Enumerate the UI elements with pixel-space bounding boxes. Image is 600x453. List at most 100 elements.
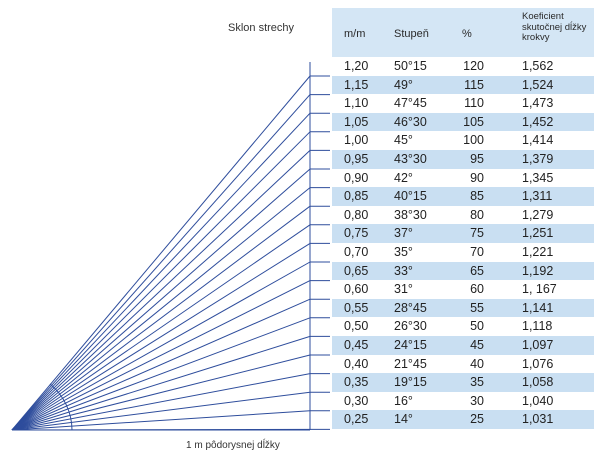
cell-mm: 0,75: [344, 226, 369, 241]
cell-stupen: 21°45: [394, 356, 427, 371]
cell-koeficient: 1,076: [522, 356, 554, 371]
cell-mm: 1,00: [344, 133, 369, 148]
table-header: m/m Stupeň % Koeficient skutočnej dĺžky …: [332, 8, 594, 57]
table-row: 0,90 42° 90 1,345: [332, 169, 594, 188]
table-row: 1,05 46°30 105 1,452: [332, 112, 594, 132]
cell-percent: 100: [463, 133, 484, 148]
table-row: 0,45 24°15 45 1,097: [332, 335, 594, 355]
cell-stupen: 31°: [394, 282, 413, 297]
cell-stupen: 38°30: [394, 207, 427, 222]
slope-ray: [11, 261, 311, 431]
cell-koeficient: 1,279: [522, 207, 554, 222]
cell-mm: 0,85: [344, 189, 369, 204]
cell-koeficient: 1,031: [522, 412, 554, 427]
slope-table: m/m Stupeň % Koeficient skutočnej dĺžky …: [332, 8, 594, 429]
cell-koeficient: 1,118: [522, 319, 553, 334]
slope-ray: [11, 298, 311, 431]
cell-mm: 0,60: [344, 282, 369, 297]
cell-koeficient: 1,379: [522, 151, 554, 166]
table-row: 0,65 33° 65 1,192: [332, 261, 594, 281]
cell-stupen: 16°: [394, 393, 413, 408]
cell-koeficient: 1,414: [522, 133, 554, 148]
cell-percent: 70: [470, 244, 484, 259]
cell-koeficient: 1,097: [522, 337, 554, 352]
cell-koeficient: 1,058: [522, 375, 554, 390]
cell-mm: 0,30: [344, 393, 369, 408]
cell-koeficient: 1,311: [522, 189, 553, 204]
table-row: 1,15 49° 115 1,524: [332, 75, 594, 95]
slope-ray: [11, 168, 311, 431]
cell-mm: 0,35: [344, 375, 369, 390]
cell-percent: 85: [470, 189, 484, 204]
slope-ray: [11, 150, 311, 431]
slope-ray: [11, 242, 311, 431]
cell-stupen: 14°: [394, 412, 413, 427]
header-koeficient: Koeficient skutočnej dĺžky krokvy: [522, 11, 587, 43]
cell-mm: 1,10: [344, 96, 369, 111]
cell-stupen: 40°15: [394, 189, 427, 204]
table-body: 1,20 50°15 120 1,562 1,15 49° 115 1,524 1,10 47°4…: [332, 57, 594, 429]
table-row: 1,00 45° 100 1,414: [332, 131, 594, 150]
cell-mm: 0,80: [344, 207, 369, 222]
cell-koeficient: 1,524: [522, 77, 554, 92]
cell-mm: 0,65: [344, 263, 369, 278]
table-row: 0,95 43°30 95 1,379: [332, 149, 594, 169]
cell-stupen: 42°: [394, 170, 413, 185]
table-row: 0,25 14° 25 1,031: [332, 410, 594, 429]
cell-percent: 120: [463, 59, 484, 73]
slope-ray: [11, 373, 311, 431]
header-stupen: Stupeň: [394, 28, 429, 40]
base-label: 1 m pôdorysnej dĺžky: [186, 440, 280, 451]
slope-ray: [11, 187, 311, 431]
table-row: 0,55 28°45 55 1,141: [332, 298, 594, 318]
cell-koeficient: 1, 167: [522, 282, 557, 297]
cell-koeficient: 1,192: [522, 263, 554, 278]
cell-percent: 80: [470, 207, 484, 222]
cell-mm: 0,25: [344, 412, 369, 427]
table-row: 0,60 31° 60 1, 167: [332, 280, 594, 299]
cell-percent: 105: [463, 114, 484, 129]
slope-label: Sklon strechy: [228, 22, 295, 34]
slope-ray: [11, 335, 311, 431]
header-percent: %: [462, 28, 472, 40]
cell-koeficient: 1,221: [522, 244, 554, 259]
slope-ray: [11, 410, 311, 431]
cell-percent: 45: [470, 337, 484, 352]
cell-koeficient: 1,251: [522, 226, 554, 241]
cell-stupen: 24°15: [394, 337, 427, 352]
cell-stupen: 49°: [394, 77, 413, 92]
cell-stupen: 45°: [394, 133, 413, 148]
cell-stupen: 35°: [394, 244, 413, 259]
slope-ray: [11, 131, 311, 431]
table-row: 0,50 26°30 50 1,118: [332, 317, 594, 336]
table-row: 0,40 21°45 40 1,076: [332, 355, 594, 374]
cell-percent: 75: [470, 226, 484, 241]
slope-ray: [11, 112, 311, 431]
cell-percent: 40: [470, 356, 484, 371]
table-row: 0,30 16° 30 1,040: [332, 392, 594, 411]
cell-stupen: 26°30: [394, 319, 427, 334]
cell-percent: 25: [470, 412, 484, 427]
header-mm: m/m: [344, 28, 366, 40]
table-row: 0,85 40°15 85 1,311: [332, 187, 594, 206]
cell-mm: 1,20: [344, 59, 369, 73]
slope-ray: [11, 391, 311, 431]
table-row: 0,35 19°15 35 1,058: [332, 373, 594, 392]
slope-ray: [11, 428, 311, 431]
slope-ray: [11, 317, 311, 431]
cell-percent: 60: [470, 282, 484, 297]
cell-stupen: 47°45: [394, 96, 427, 111]
slope-ray: [11, 224, 311, 431]
cell-mm: 0,40: [344, 356, 369, 371]
table-row: 0,80 38°30 80 1,279: [332, 206, 594, 225]
cell-koeficient: 1,562: [522, 59, 554, 73]
slope-ray: [11, 280, 311, 431]
slope-ray: [11, 205, 311, 431]
cell-percent: 115: [464, 77, 484, 92]
cell-mm: 0,95: [344, 151, 369, 166]
cell-stupen: 37°: [394, 226, 413, 241]
angle-arc: [49, 383, 73, 431]
cell-percent: 55: [470, 300, 484, 315]
table-row: 1,10 47°45 110 1,473: [332, 94, 594, 113]
slope-ray: [11, 354, 311, 431]
